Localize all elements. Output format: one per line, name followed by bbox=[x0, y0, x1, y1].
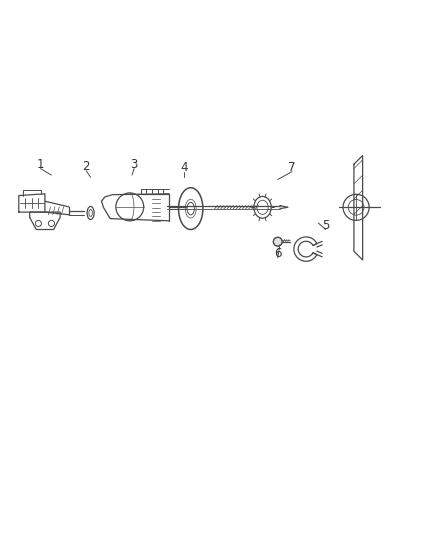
Text: 3: 3 bbox=[131, 158, 138, 171]
Circle shape bbox=[273, 237, 282, 246]
Text: 2: 2 bbox=[82, 160, 90, 173]
Text: 1: 1 bbox=[37, 158, 44, 171]
Text: 6: 6 bbox=[274, 247, 282, 260]
Text: 5: 5 bbox=[322, 219, 329, 232]
Text: 7: 7 bbox=[288, 161, 296, 174]
Text: 4: 4 bbox=[180, 161, 188, 174]
